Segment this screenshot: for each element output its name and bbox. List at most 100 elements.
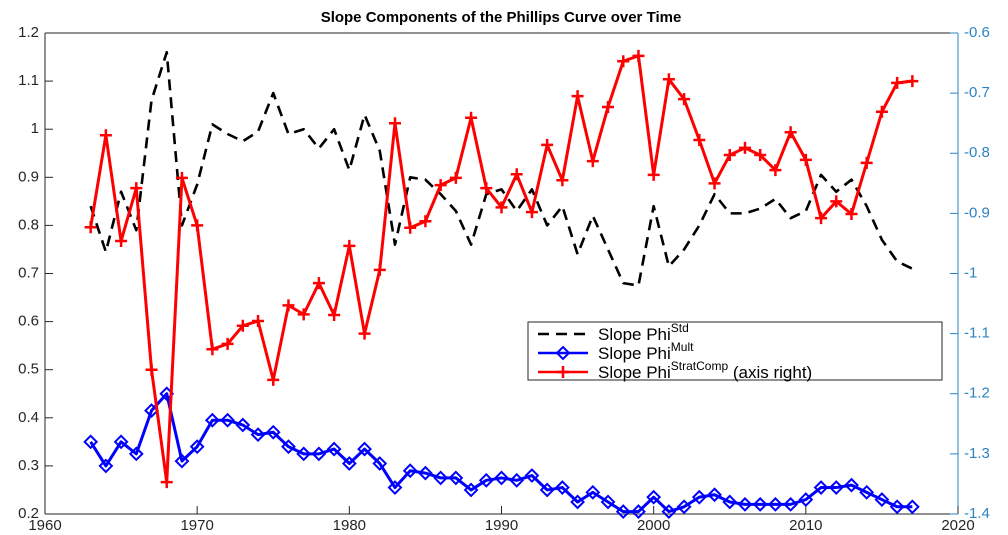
y-tick-label: 0.2 (18, 505, 39, 522)
x-tick-label: 1980 (333, 517, 366, 534)
point-marker (281, 439, 296, 455)
point-marker (556, 174, 569, 187)
y2-tick-label: -1.2 (964, 385, 990, 402)
point-marker (463, 482, 479, 498)
y-tick-label: 1.2 (18, 24, 39, 41)
point-marker (312, 277, 325, 290)
point-marker (128, 446, 144, 462)
point-marker (235, 417, 251, 433)
point-marker (632, 49, 645, 62)
point-marker (524, 468, 540, 483)
point-marker (600, 494, 616, 510)
legend-name: Slope Phi (598, 344, 671, 363)
legend-marker (555, 345, 571, 361)
point-marker (433, 470, 449, 486)
point-marker (646, 489, 662, 505)
point-marker (372, 456, 388, 471)
y-tick-label: 0.8 (18, 216, 39, 233)
point-marker (828, 480, 844, 495)
point-marker (678, 93, 691, 106)
point-marker (844, 477, 859, 493)
point-marker (525, 206, 538, 219)
x-tick-label: 2000 (637, 517, 670, 534)
y-tick-label: 0.9 (18, 168, 39, 185)
legend-label: Slope PhiStd (598, 321, 689, 344)
legend-suffix: (axis right) (728, 363, 812, 382)
series-line (89, 50, 913, 287)
y2-tick-label: -1.3 (964, 445, 990, 462)
point-marker (328, 308, 341, 321)
point-marker (343, 239, 356, 252)
point-marker (388, 117, 401, 130)
y2-tick-label: -0.7 (964, 84, 990, 101)
y-tick-label: 0.3 (18, 457, 39, 474)
point-marker (693, 134, 706, 147)
point-marker (586, 155, 599, 168)
point-marker (130, 182, 143, 195)
point-marker (265, 424, 281, 440)
x-tick-label: 1960 (28, 517, 61, 534)
y-tick-label: 0.6 (18, 313, 39, 330)
y2-tick-label: -0.6 (964, 24, 990, 41)
point-marker (647, 168, 660, 181)
legend-marker (557, 366, 569, 378)
point-marker (83, 434, 99, 450)
point-marker (891, 76, 904, 89)
point-marker (617, 55, 630, 68)
point-marker (204, 412, 220, 428)
legend-name: Slope Phi (598, 325, 671, 344)
point-marker (661, 504, 677, 520)
point-marker (754, 149, 767, 162)
y-tick-label: 1.1 (18, 72, 39, 89)
point-marker (404, 221, 417, 234)
point-marker (676, 499, 692, 515)
x-tick-label: 1990 (485, 517, 518, 534)
point-marker (191, 219, 204, 232)
point-marker (220, 412, 236, 428)
x-tick-label: 1970 (180, 517, 213, 534)
point-marker (906, 75, 919, 88)
y2-tick-label: -0.9 (964, 204, 990, 221)
point-marker (737, 496, 753, 512)
point-marker (784, 126, 797, 139)
legend-superscript: Mult (671, 340, 694, 354)
point-marker (465, 111, 478, 124)
point-marker (602, 100, 615, 113)
point-marker (252, 314, 265, 327)
point-marker (221, 337, 234, 350)
point-marker (357, 441, 372, 457)
point-marker (250, 427, 266, 443)
point-marker (358, 327, 371, 340)
point-marker (707, 487, 722, 503)
point-marker (494, 470, 509, 486)
point-marker (570, 494, 585, 510)
y-tick-label: 0.5 (18, 361, 39, 378)
point-marker (769, 164, 782, 177)
point-marker (723, 149, 736, 162)
point-marker (387, 480, 403, 495)
point-marker (815, 212, 828, 225)
x-tick-label: 2010 (789, 517, 822, 534)
point-marker (539, 482, 555, 498)
point-marker (845, 207, 858, 220)
chart-title: Slope Components of the Phillips Curve o… (321, 9, 682, 26)
point-marker (495, 201, 508, 214)
point-marker (509, 472, 525, 488)
legend-name: Slope Phi (598, 363, 671, 382)
point-marker (830, 195, 843, 208)
point-marker (206, 343, 219, 356)
point-marker (145, 363, 158, 376)
point-marker (571, 90, 584, 103)
point-marker (282, 299, 295, 312)
point-marker (236, 319, 249, 332)
point-marker (889, 499, 905, 515)
legend-label: Slope PhiStratComp (axis right) (598, 359, 812, 382)
point-marker (798, 492, 814, 507)
point-marker (326, 441, 342, 457)
point-marker (478, 472, 494, 488)
y-tick-label: 1 (31, 120, 39, 137)
point-marker (541, 138, 554, 151)
point-marker (115, 235, 128, 248)
point-marker (860, 156, 873, 169)
